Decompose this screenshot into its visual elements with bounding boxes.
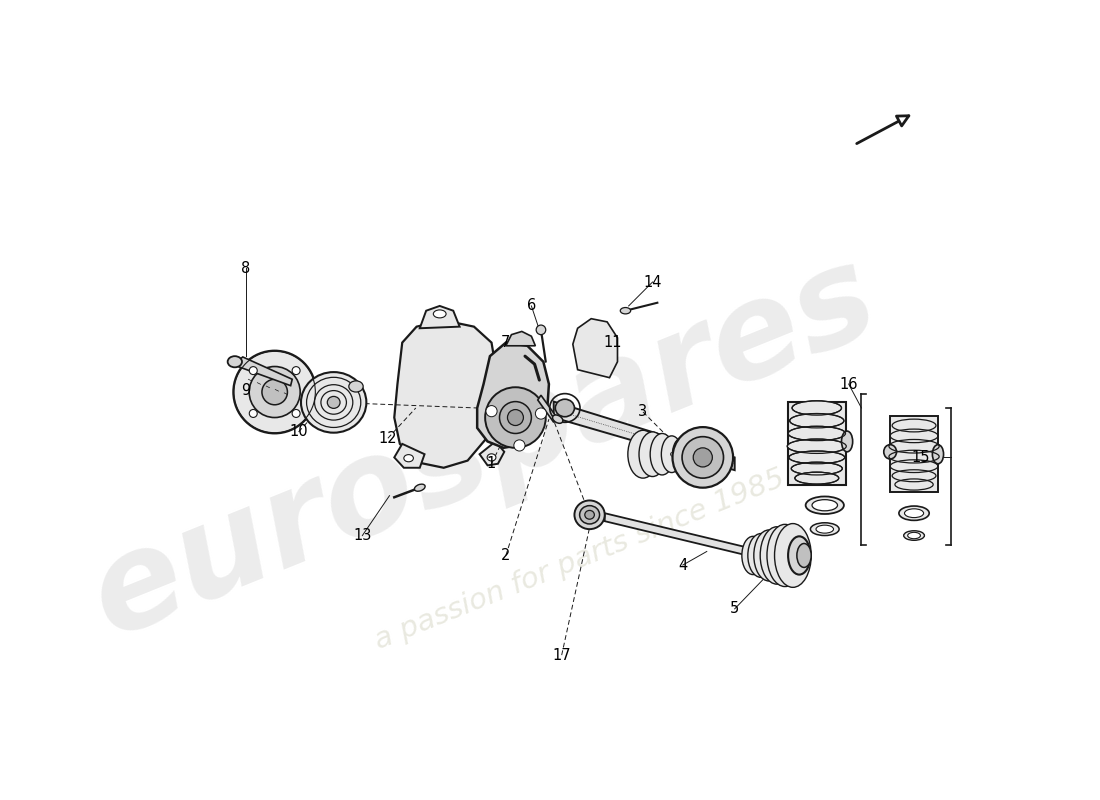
Ellipse shape (580, 506, 600, 524)
Ellipse shape (328, 397, 340, 408)
Ellipse shape (349, 381, 363, 392)
Polygon shape (890, 416, 938, 492)
Ellipse shape (790, 414, 844, 428)
Ellipse shape (683, 440, 698, 468)
Ellipse shape (748, 534, 774, 578)
Ellipse shape (788, 439, 846, 454)
Ellipse shape (789, 451, 845, 464)
Ellipse shape (805, 497, 844, 514)
Text: 4: 4 (679, 558, 688, 573)
Circle shape (486, 406, 497, 417)
Ellipse shape (620, 307, 630, 314)
Text: a passion for parts since 1985: a passion for parts since 1985 (370, 464, 789, 655)
Ellipse shape (433, 310, 447, 318)
Circle shape (672, 427, 733, 488)
Ellipse shape (556, 399, 574, 417)
Ellipse shape (842, 431, 852, 452)
Circle shape (507, 410, 524, 426)
Polygon shape (480, 442, 504, 466)
Circle shape (693, 448, 713, 467)
Text: 16: 16 (839, 377, 858, 391)
Ellipse shape (754, 530, 784, 581)
Text: 1: 1 (487, 456, 496, 471)
Text: 3: 3 (638, 405, 648, 419)
Text: 11: 11 (604, 335, 622, 350)
Ellipse shape (487, 454, 496, 461)
Text: 8: 8 (241, 261, 251, 276)
Ellipse shape (816, 525, 834, 533)
Circle shape (250, 366, 300, 418)
Circle shape (499, 402, 531, 434)
Ellipse shape (672, 438, 690, 470)
Text: 12: 12 (378, 430, 397, 446)
Ellipse shape (650, 434, 674, 475)
Circle shape (233, 350, 316, 434)
Ellipse shape (788, 536, 811, 574)
Polygon shape (506, 331, 536, 346)
Ellipse shape (228, 356, 242, 367)
Ellipse shape (788, 426, 846, 441)
Polygon shape (553, 402, 735, 470)
Polygon shape (788, 402, 846, 485)
Text: 17: 17 (552, 648, 571, 662)
Ellipse shape (552, 415, 563, 423)
Text: 6: 6 (527, 298, 536, 314)
Ellipse shape (774, 523, 811, 587)
Circle shape (250, 366, 257, 374)
Ellipse shape (661, 436, 682, 473)
Ellipse shape (628, 430, 658, 478)
Text: 14: 14 (644, 274, 662, 290)
Ellipse shape (795, 472, 838, 484)
Text: 13: 13 (353, 528, 372, 543)
Polygon shape (236, 357, 293, 386)
Circle shape (514, 440, 525, 451)
Text: 2: 2 (502, 548, 510, 563)
Ellipse shape (585, 510, 594, 519)
Text: 5: 5 (730, 602, 739, 616)
Text: eurospares: eurospares (73, 233, 894, 663)
Text: 7: 7 (502, 335, 510, 350)
Ellipse shape (904, 530, 924, 540)
Ellipse shape (796, 543, 811, 567)
Ellipse shape (811, 522, 839, 535)
Text: 15: 15 (911, 450, 930, 465)
Ellipse shape (883, 445, 896, 459)
Circle shape (485, 387, 546, 448)
Text: 9: 9 (241, 383, 251, 398)
Ellipse shape (767, 524, 803, 586)
Ellipse shape (574, 501, 605, 529)
Ellipse shape (415, 484, 425, 491)
Ellipse shape (301, 372, 366, 433)
Circle shape (536, 408, 547, 419)
Polygon shape (477, 342, 549, 448)
Ellipse shape (760, 526, 794, 584)
Circle shape (293, 366, 300, 374)
Ellipse shape (741, 536, 764, 574)
Polygon shape (394, 444, 425, 468)
Ellipse shape (792, 401, 842, 415)
Ellipse shape (791, 462, 843, 475)
Ellipse shape (933, 445, 944, 464)
Circle shape (293, 410, 300, 418)
Ellipse shape (639, 432, 667, 477)
Circle shape (536, 325, 546, 334)
Circle shape (262, 379, 287, 405)
Ellipse shape (908, 532, 921, 538)
Polygon shape (420, 306, 460, 328)
Ellipse shape (812, 500, 837, 511)
Text: 10: 10 (289, 424, 308, 439)
Polygon shape (605, 514, 771, 561)
Circle shape (682, 437, 724, 478)
Circle shape (250, 410, 257, 418)
Ellipse shape (904, 509, 924, 518)
Polygon shape (538, 395, 557, 422)
Polygon shape (573, 318, 617, 378)
Ellipse shape (404, 454, 414, 462)
Ellipse shape (899, 506, 930, 520)
Polygon shape (394, 320, 495, 468)
